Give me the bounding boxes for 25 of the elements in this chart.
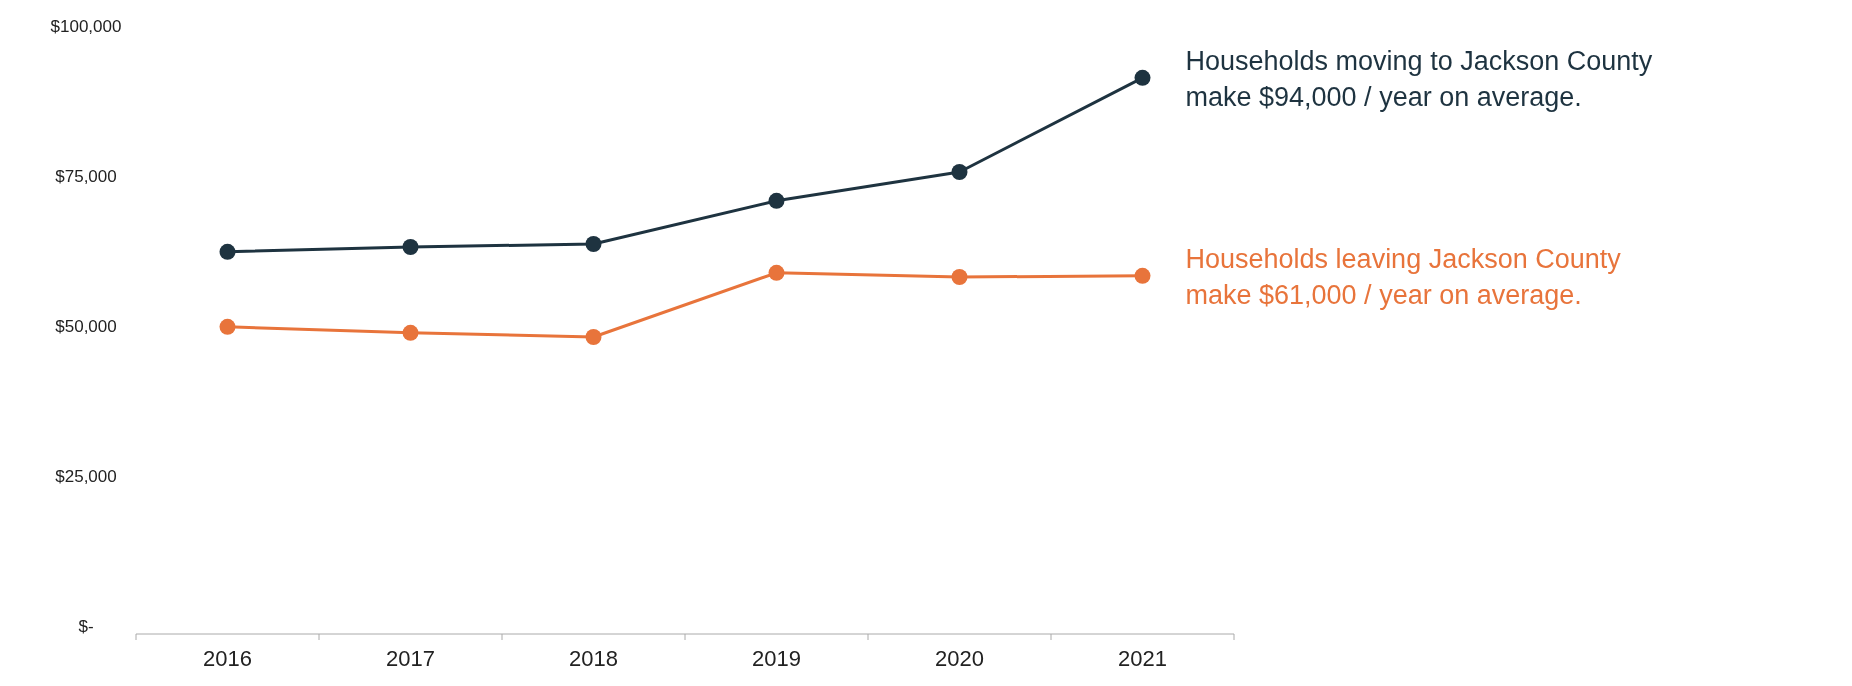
point bbox=[951, 269, 968, 285]
y-tick-label: $100,000 bbox=[50, 17, 122, 37]
point bbox=[951, 164, 968, 180]
y-tick-label: $50,000 bbox=[55, 317, 117, 337]
x-tick-label: 2019 bbox=[752, 646, 801, 671]
x-tick-label: 2020 bbox=[935, 646, 984, 671]
point bbox=[768, 192, 785, 209]
point bbox=[402, 239, 419, 255]
x-tick-label: 2018 bbox=[569, 646, 618, 671]
point bbox=[768, 264, 785, 281]
point bbox=[1134, 69, 1151, 86]
x-tick-label: 2016 bbox=[203, 646, 252, 671]
point bbox=[1134, 267, 1151, 284]
annotation: Households moving to Jackson County make $94,000 / year on average. bbox=[1185, 45, 1653, 112]
annotation: Households leaving Jackson County make $61,000 / year on average. bbox=[1185, 243, 1622, 310]
point bbox=[219, 318, 236, 335]
x-tick-label: 2017 bbox=[386, 646, 435, 671]
point bbox=[585, 329, 602, 345]
point bbox=[402, 324, 419, 341]
point bbox=[219, 243, 236, 260]
y-tick-label: $- bbox=[78, 617, 94, 637]
y-tick-label: $25,000 bbox=[55, 467, 117, 487]
point bbox=[585, 236, 602, 252]
y-tick-label: $75,000 bbox=[55, 167, 117, 187]
x-tick-label: 2021 bbox=[1118, 646, 1167, 671]
